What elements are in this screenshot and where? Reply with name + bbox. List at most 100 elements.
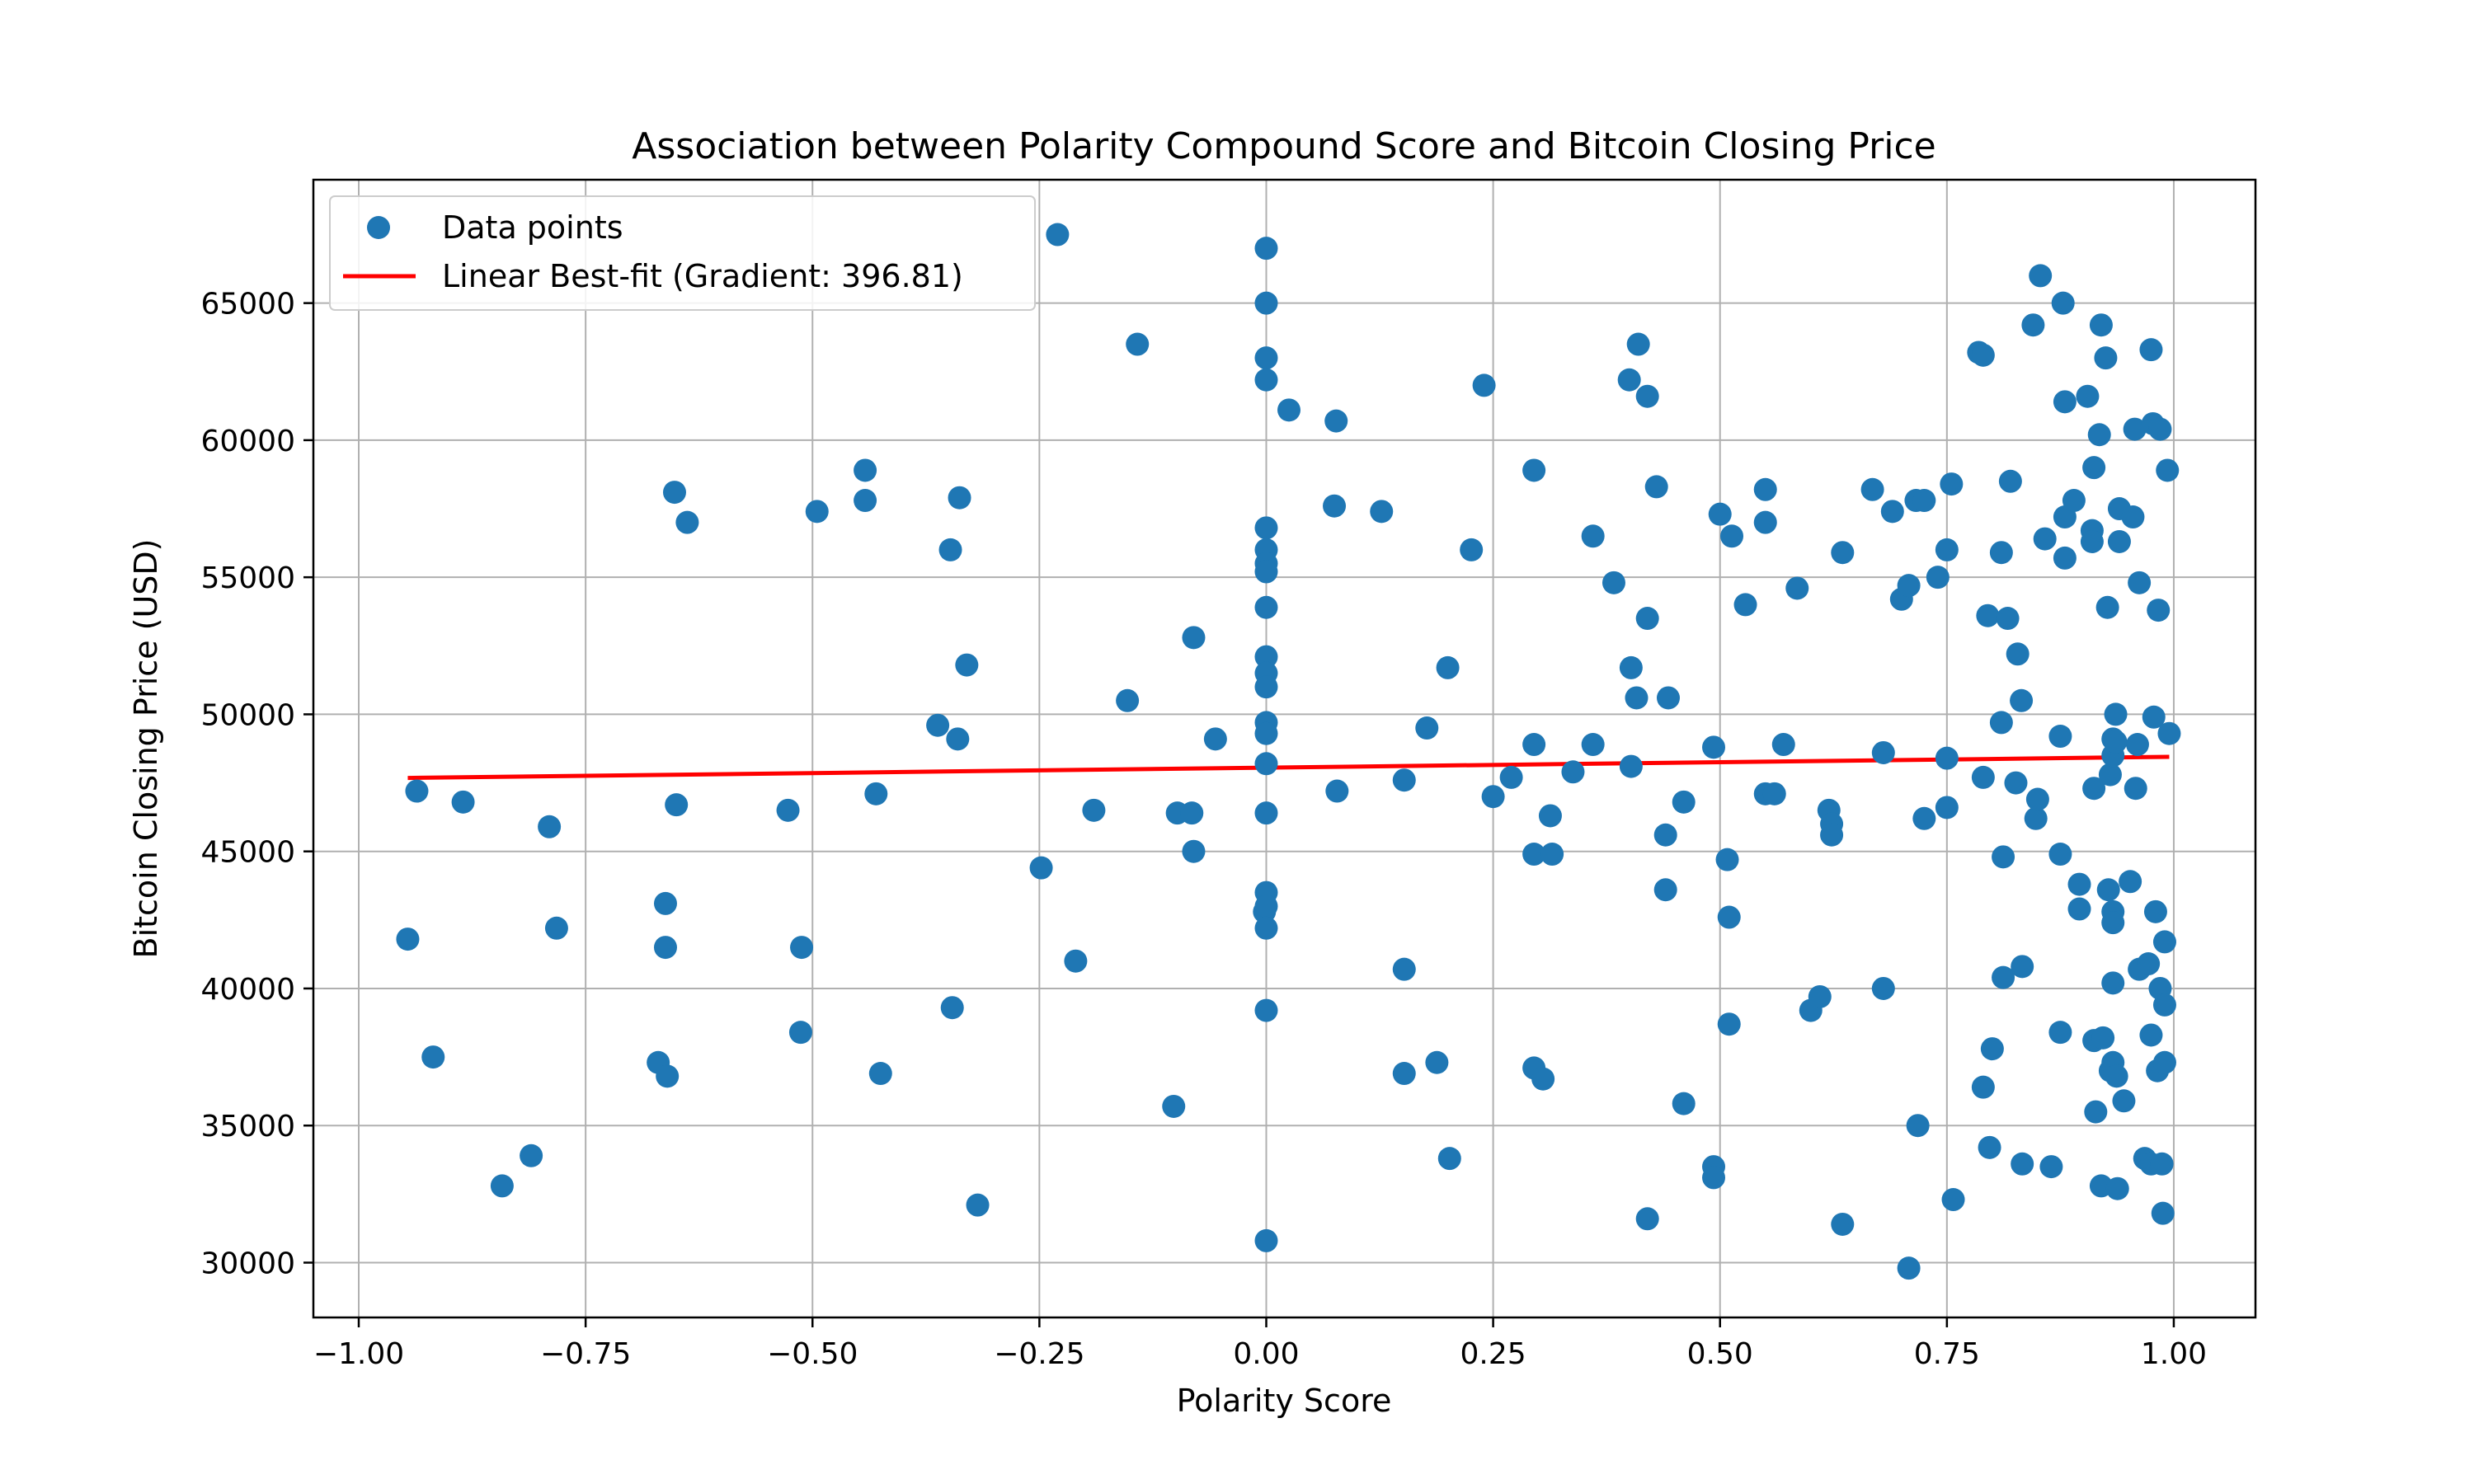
- data-point: [675, 510, 699, 534]
- data-point: [1715, 848, 1739, 871]
- data-point: [1996, 607, 2020, 631]
- data-point: [1626, 332, 1650, 356]
- data-point: [1581, 524, 1605, 548]
- data-point: [1277, 398, 1301, 422]
- data-point: [653, 936, 677, 960]
- data-point: [1762, 782, 1786, 805]
- data-point: [2039, 1155, 2063, 1179]
- data-point: [1653, 878, 1677, 902]
- data-point: [2119, 870, 2142, 894]
- data-point: [1871, 976, 1895, 1000]
- data-point: [2147, 599, 2171, 622]
- data-point: [2048, 843, 2072, 866]
- data-point: [2152, 930, 2176, 954]
- data-point: [1708, 502, 1732, 526]
- data-point: [1254, 916, 1278, 940]
- data-point: [2004, 771, 2028, 795]
- data-point: [1989, 711, 2013, 735]
- data-point: [1324, 409, 1348, 433]
- data-point: [1771, 733, 1795, 757]
- data-point: [2128, 571, 2152, 594]
- y-axis-label: Bitcoin Closing Price (USD): [128, 539, 164, 959]
- data-point: [2148, 417, 2172, 441]
- data-point: [1906, 1114, 1930, 1138]
- data-point: [2010, 688, 2034, 712]
- data-point: [940, 996, 964, 1020]
- data-point: [805, 500, 829, 524]
- data-point: [1203, 727, 1227, 751]
- data-point: [405, 779, 429, 803]
- fit-line: [407, 754, 2170, 781]
- data-point: [2098, 763, 2122, 787]
- data-point: [1998, 469, 2022, 493]
- data-point: [1644, 475, 1668, 499]
- data-point: [1912, 489, 1936, 513]
- legend: Data points Linear Best-fit (Gradient: 3…: [329, 195, 1036, 311]
- data-point: [1976, 603, 2000, 627]
- y-tick-label: 45000: [200, 836, 295, 870]
- data-point: [1254, 645, 1278, 669]
- data-point: [1785, 576, 1809, 600]
- data-point: [1325, 779, 1349, 803]
- data-point: [1522, 843, 1546, 866]
- data-point: [1935, 796, 1959, 819]
- data-point: [1531, 1067, 1555, 1091]
- data-point: [1392, 957, 1416, 981]
- data-point: [1717, 905, 1741, 929]
- data-point: [938, 538, 962, 561]
- data-point: [2048, 725, 2072, 749]
- data-point: [665, 793, 689, 817]
- data-point: [1415, 716, 1439, 740]
- data-point: [2107, 529, 2131, 553]
- data-point: [854, 458, 877, 482]
- data-point: [2051, 291, 2075, 315]
- data-point: [2123, 417, 2147, 441]
- data-point: [2104, 702, 2128, 726]
- y-tick-label: 55000: [200, 561, 295, 595]
- data-point: [1046, 223, 1070, 247]
- data-point: [1619, 655, 1643, 679]
- data-point: [1540, 843, 1564, 866]
- data-point: [2053, 546, 2077, 570]
- data-point: [544, 916, 568, 940]
- y-tick-label: 50000: [200, 698, 295, 732]
- data-point: [1064, 949, 1088, 973]
- data-point: [1254, 516, 1278, 540]
- data-point: [2139, 1023, 2163, 1047]
- data-point: [1254, 237, 1278, 261]
- data-point: [2006, 642, 2030, 666]
- data-point: [1808, 984, 1832, 1008]
- data-point: [1522, 458, 1546, 482]
- data-point: [2048, 1021, 2072, 1045]
- data-point: [2152, 993, 2176, 1017]
- data-point: [2021, 313, 2045, 337]
- data-point: [1831, 1212, 1855, 1236]
- data-point: [1880, 500, 1904, 524]
- data-point: [1980, 1037, 2004, 1061]
- data-point: [2087, 423, 2111, 447]
- legend-box: [329, 195, 1036, 311]
- data-point: [1082, 798, 1106, 822]
- data-point: [1871, 740, 1895, 764]
- data-point: [1254, 560, 1278, 584]
- data-point: [2091, 1026, 2115, 1050]
- data-point: [2094, 346, 2118, 370]
- data-point: [656, 1064, 680, 1088]
- data-point: [1481, 785, 1505, 809]
- data-point: [1254, 998, 1278, 1022]
- data-point: [2062, 489, 2086, 513]
- data-point: [946, 727, 970, 751]
- legend-marker-data-points: [367, 216, 390, 239]
- data-point: [955, 653, 979, 677]
- data-point: [1912, 806, 1936, 830]
- x-tick-label: 0.25: [1460, 1337, 1526, 1371]
- data-point: [966, 1193, 990, 1217]
- data-point: [1702, 735, 1726, 759]
- data-point: [1254, 801, 1278, 825]
- data-point: [1753, 477, 1777, 501]
- data-point: [2080, 529, 2104, 553]
- data-point: [1499, 765, 1523, 789]
- data-point: [1182, 626, 1206, 650]
- data-point: [451, 790, 475, 814]
